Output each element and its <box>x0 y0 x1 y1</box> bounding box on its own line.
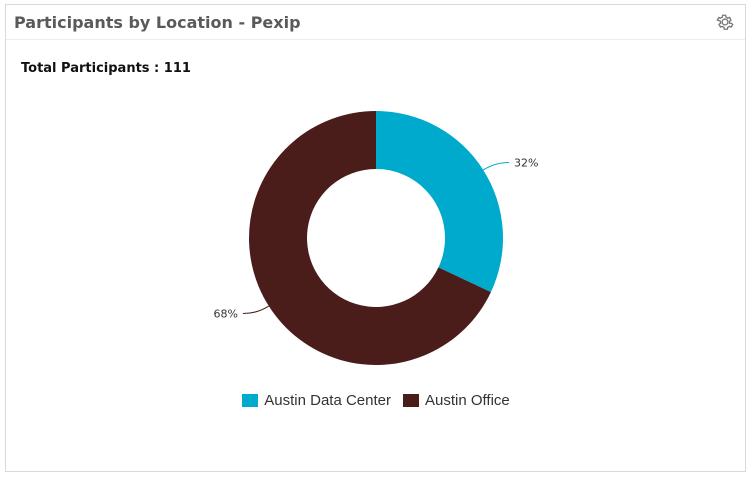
legend-label: Austin Office <box>424 392 510 409</box>
total-participants-label: Total Participants : 111 <box>21 61 191 76</box>
settings-button[interactable] <box>715 12 735 32</box>
legend-label: Austin Data Center <box>264 392 391 409</box>
pie-slice-austin-data-center[interactable] <box>376 111 503 293</box>
legend-item[interactable]: Austin Office <box>402 392 510 409</box>
chart-legend: Austin Data Center Austin Office <box>0 392 752 409</box>
slice-percent-label: 68% <box>213 308 237 321</box>
legend-swatch <box>402 394 419 407</box>
pie-slice-austin-office[interactable] <box>249 111 491 365</box>
legend-item[interactable]: Austin Data Center <box>242 392 391 409</box>
legend-swatch <box>242 394 259 407</box>
widget-title: Participants by Location - Pexip <box>14 13 301 32</box>
gear-icon <box>716 14 734 30</box>
leader-line <box>482 161 510 171</box>
widget-header: Participants by Location - Pexip <box>6 5 745 40</box>
slice-percent-label: 32% <box>514 156 538 169</box>
leader-line <box>242 305 270 315</box>
participants-widget: Participants by Location - Pexip Total P… <box>5 4 746 472</box>
